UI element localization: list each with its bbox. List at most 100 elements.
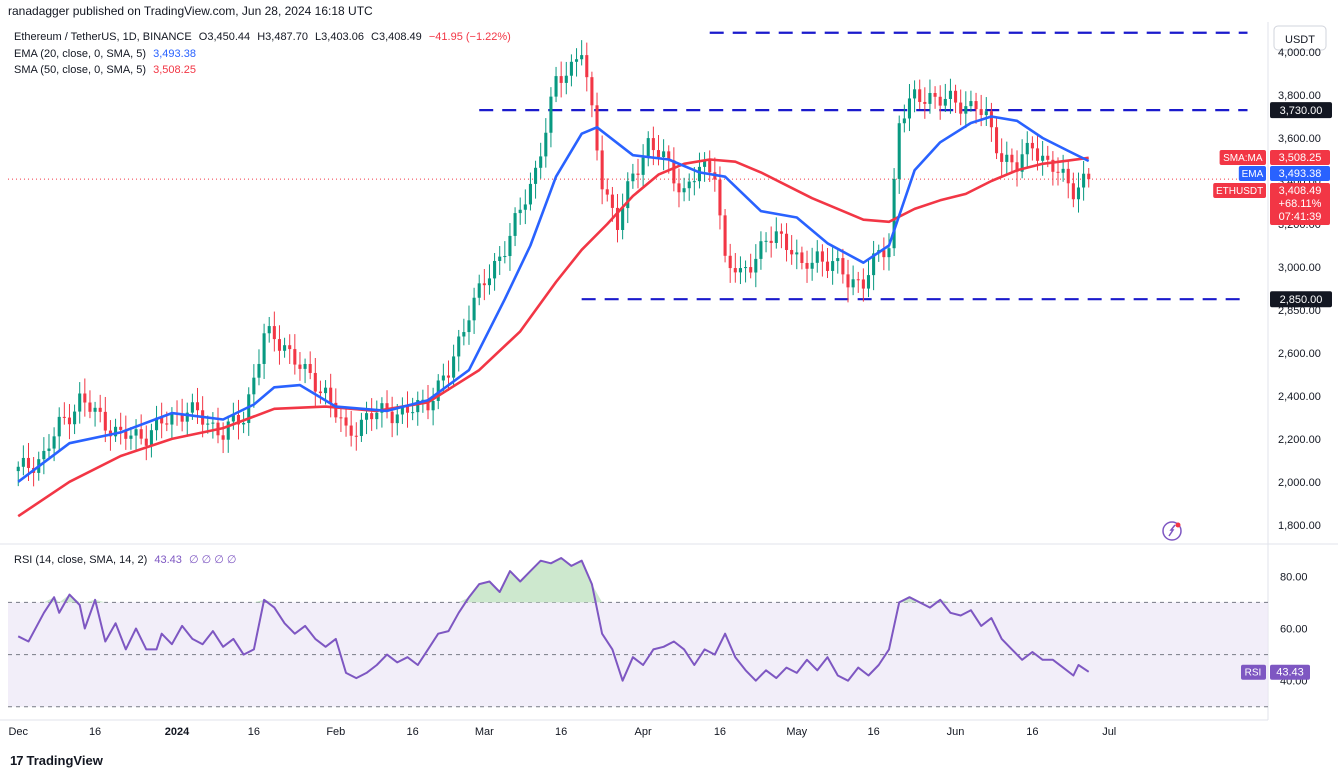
candle-body <box>902 118 906 124</box>
candle-body <box>329 387 333 403</box>
candle-body <box>1000 153 1004 162</box>
candle-body <box>426 399 430 411</box>
price-tag-value: 3,493.38 <box>1279 168 1322 180</box>
candle-body <box>242 423 246 425</box>
candle-body <box>57 416 61 437</box>
candle-body <box>523 204 527 210</box>
time-tick-label: May <box>786 726 807 738</box>
candle-body <box>1005 154 1009 162</box>
candle-body <box>375 412 379 420</box>
candle-body <box>723 215 727 256</box>
rsi-tag-name-box <box>1241 664 1266 680</box>
rsi-legend-value: 43.43 <box>154 554 182 566</box>
candle-body <box>139 429 143 439</box>
candle-body <box>298 364 302 369</box>
candle-body <box>656 150 661 158</box>
price-tag-box <box>1270 183 1330 225</box>
candle-body <box>856 279 860 281</box>
price-tag-name-box <box>1213 183 1266 198</box>
candle-body <box>959 102 963 114</box>
candle-body <box>615 207 620 230</box>
candle-body <box>16 466 20 472</box>
candle-body <box>354 435 358 437</box>
candle-body <box>411 412 415 414</box>
candle-body <box>800 252 804 263</box>
candle-body <box>923 101 927 104</box>
price-tag-name: ETHUSDT <box>1216 186 1263 197</box>
candle-body <box>954 90 958 103</box>
candle-body <box>42 450 46 460</box>
candle-body <box>88 402 92 412</box>
candle-body <box>861 279 865 289</box>
candle-body <box>211 422 215 424</box>
rsi-overbought-fill <box>43 558 951 603</box>
candle-body <box>754 258 758 273</box>
candle-body <box>431 400 435 411</box>
candle-body <box>114 426 118 437</box>
candle-body <box>918 89 922 102</box>
price-tick-label: 4,000.00 <box>1278 47 1321 59</box>
candle-body <box>252 377 256 395</box>
symbol-legend[interactable]: Ethereum / TetherUS, 1D, BINANCE O3,450.… <box>14 31 511 43</box>
candle-body <box>457 336 461 357</box>
candle-body <box>180 413 184 422</box>
candle-body <box>738 268 742 273</box>
ema-legend[interactable]: EMA (20, close, 0, SMA, 5) 3,493.38 <box>14 48 196 60</box>
candle-body <box>83 393 87 403</box>
candle-body <box>892 178 896 249</box>
sma-legend[interactable]: SMA (50, close, 0, SMA, 5) 3,508.25 <box>14 64 196 76</box>
candle-body <box>938 96 942 106</box>
candle-body <box>974 101 978 110</box>
candle-body <box>344 417 348 426</box>
ema-20-line <box>17 115 1090 483</box>
candle-body <box>882 250 886 258</box>
candle-body <box>933 92 937 97</box>
candle-body <box>764 240 768 242</box>
candle-body <box>943 98 947 106</box>
candle-body <box>124 429 128 439</box>
candle-body <box>277 339 281 351</box>
price-tag-name: EMA <box>1242 169 1264 180</box>
rsi-legend[interactable]: RSI (14, close, SMA, 14, 2) 43.43 ∅ ∅ ∅ … <box>14 553 236 566</box>
candle-body <box>380 403 384 413</box>
candle-body <box>687 181 691 189</box>
price-tag-box <box>1270 166 1330 181</box>
publisher-note: ranadagger published on TradingView.com,… <box>8 4 373 18</box>
candle-body <box>913 89 917 99</box>
candle-body <box>897 123 901 179</box>
candle-body <box>979 109 983 116</box>
candle-body <box>948 90 952 99</box>
candle-body <box>482 283 486 286</box>
candle-body <box>313 372 317 392</box>
candle-body <box>969 101 973 107</box>
candle-body <box>820 251 824 262</box>
candle-body <box>47 448 51 451</box>
candle-body <box>626 181 630 209</box>
candle-body <box>846 274 850 288</box>
candle-body <box>98 407 102 412</box>
candle-body <box>262 333 266 364</box>
candle-body <box>815 251 819 263</box>
candle-body <box>1071 183 1075 200</box>
price-tag-box <box>1270 150 1330 165</box>
time-tick-label: 16 <box>555 726 567 738</box>
candle-body <box>303 364 307 369</box>
tradingview-brand[interactable]: 17 TradingView <box>10 753 103 768</box>
price-tick-label: 2,600.00 <box>1278 348 1321 360</box>
candle-body <box>1030 142 1034 149</box>
price-tick-label: 2,850.00 <box>1278 305 1321 317</box>
candle-body <box>165 423 169 425</box>
candle-body <box>390 411 394 424</box>
time-tick-label: 16 <box>1026 726 1038 738</box>
candle-body <box>718 179 722 216</box>
candle-body <box>452 356 456 378</box>
candle-body <box>52 436 56 449</box>
candle-body <box>569 61 573 76</box>
candle-body <box>549 96 553 133</box>
candle-body <box>247 394 251 424</box>
candle-body <box>339 417 343 419</box>
price-tick-label: 2,400.00 <box>1278 391 1321 403</box>
sma-legend-label: SMA (50, close, 0, SMA, 5) <box>14 64 147 76</box>
candle-body <box>103 411 107 431</box>
